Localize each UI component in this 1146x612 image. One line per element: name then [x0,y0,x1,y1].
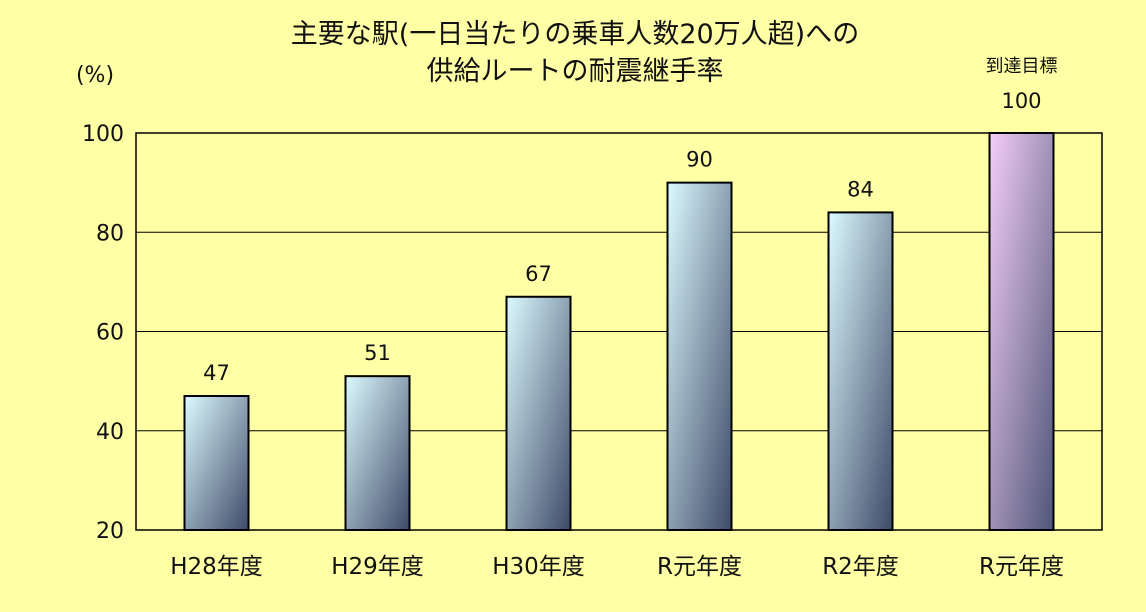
plot-area-frame [135,132,1103,531]
data-label: 47 [203,361,230,385]
target-label: 到達目標 [986,56,1058,77]
data-label: 90 [686,148,713,172]
y-tick-label: 40 [96,420,124,445]
x-tick-label: H29年度 [331,554,424,580]
x-tick-label: R2年度 [822,554,899,580]
data-label: 67 [525,262,552,286]
bars [183,132,1055,532]
bar [183,395,250,532]
x-tick-label: H30年度 [492,554,585,580]
data-labels: 47 51 67 90 84 100 到達目標 [203,56,1057,385]
chart-title-line-1: 主要な駅(一日当たりの乗車人数20万人超)への [291,19,859,50]
bar [344,375,411,531]
bar-target [988,132,1055,531]
x-tick-label: R元年度 [657,554,742,580]
bar [666,181,733,531]
y-tick-label: 20 [96,519,124,544]
x-tick-label: R元年度 [979,554,1064,580]
x-tick-label: H28年度 [170,554,263,580]
y-tick-label: 60 [96,321,124,346]
chart-title-line-2: 供給ルートの耐震継手率 [427,56,724,87]
data-label: 100 [1001,89,1041,113]
x-axis-ticks: H28年度 H29年度 H30年度 R元年度 R2年度 R元年度 [170,554,1064,580]
y-tick-label: 80 [96,221,124,246]
data-label: 51 [364,341,391,365]
bar [827,211,894,531]
y-axis-unit-label: (%) [76,63,114,88]
data-label: 84 [847,177,874,201]
y-tick-label: 100 [82,122,124,147]
y-axis-ticks: 20 40 60 80 100 [82,122,124,544]
gridlines [136,132,1102,531]
bar [505,295,572,532]
